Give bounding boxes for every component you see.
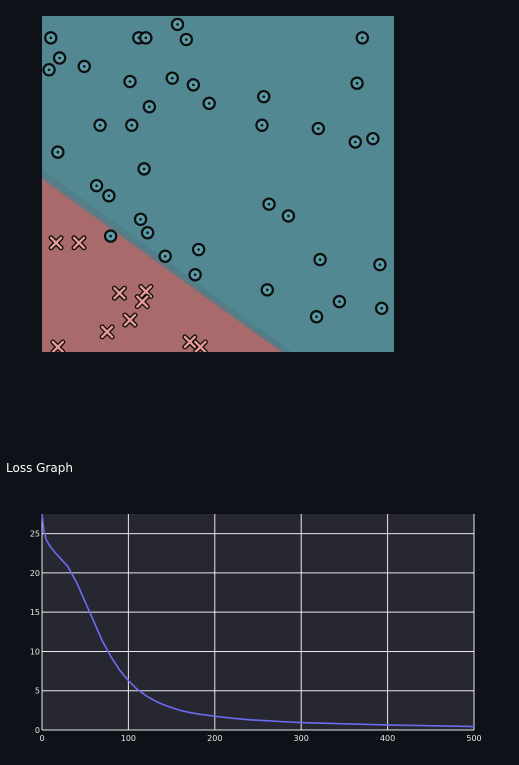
circle-point	[262, 197, 276, 211]
circle-point	[44, 31, 58, 45]
loss-plot-area	[42, 514, 474, 730]
circle-point	[137, 162, 151, 176]
circle-point	[51, 145, 65, 159]
circle-point	[142, 100, 157, 114]
circle-point	[158, 249, 172, 263]
circle-point	[202, 96, 216, 111]
y-tick-label: 5	[35, 687, 40, 696]
circle-point	[179, 32, 194, 47]
y-tick-label: 15	[30, 608, 40, 617]
circle-point	[281, 209, 296, 223]
boundary-contour-line	[41, 174, 286, 353]
circle-point	[332, 294, 347, 309]
circle-point	[311, 121, 326, 136]
y-tick-label: 20	[30, 569, 40, 578]
x-tick-label: 500	[466, 734, 481, 743]
circle-point	[186, 78, 201, 92]
circle-point	[165, 71, 179, 85]
x-tick-label: 0	[39, 734, 44, 743]
circle-point	[191, 242, 206, 257]
circle-point	[355, 31, 370, 45]
boundary-contour-line	[41, 177, 283, 353]
loss-graph: 0 100 200 300 400 500 0 5 10 15 20 25	[0, 500, 519, 750]
circle-point	[102, 189, 116, 203]
circle-point	[366, 131, 380, 146]
loss-graph-svg: 0 100 200 300 400 500 0 5 10 15 20 25	[30, 513, 482, 743]
cross-point	[138, 284, 154, 300]
circle-point	[123, 74, 137, 89]
circle-point	[313, 252, 327, 267]
circle-point	[309, 310, 324, 324]
circle-point	[42, 63, 56, 77]
circle-point	[139, 31, 153, 45]
decision-boundary-plot	[41, 16, 394, 355]
boundary-contour-line	[41, 173, 287, 353]
y-tick-label: 10	[30, 647, 40, 656]
region-negative	[42, 178, 282, 352]
circle-point	[260, 283, 274, 297]
x-tick-label: 100	[121, 734, 136, 743]
circle-point	[52, 51, 67, 65]
decision-boundary-svg	[41, 16, 394, 355]
cross-point	[134, 294, 150, 310]
circle-point	[103, 229, 118, 243]
circle-point	[255, 118, 269, 132]
circle-point	[133, 212, 148, 226]
cross-point	[99, 324, 115, 340]
circle-point	[140, 226, 155, 240]
cross-point	[71, 235, 87, 251]
circle-point	[348, 135, 362, 149]
x-tick-label: 400	[380, 734, 395, 743]
circle-point	[350, 76, 364, 90]
cross-point	[50, 339, 66, 355]
cross-point	[48, 235, 64, 251]
y-tick-label: 25	[30, 530, 40, 539]
loss-graph-title: Loss Graph	[6, 461, 73, 475]
circle-point	[257, 89, 271, 104]
circle-point	[373, 257, 387, 272]
y-tick-label: 0	[35, 726, 40, 735]
circle-point	[89, 178, 104, 193]
boundary-contour-line	[41, 176, 284, 353]
loss-line	[41, 513, 475, 728]
cross-point	[122, 312, 138, 328]
x-tick-label: 200	[207, 734, 222, 743]
cross-point	[192, 339, 208, 355]
circle-point	[125, 118, 139, 132]
circle-point	[93, 118, 107, 132]
x-tick-label: 300	[294, 734, 309, 743]
loss-grid	[41, 514, 475, 731]
cross-point	[111, 285, 127, 301]
circle-point	[77, 59, 91, 74]
circle-point	[188, 268, 202, 282]
cross-point	[182, 334, 198, 350]
circle-point	[374, 301, 389, 316]
circle-point	[170, 17, 185, 32]
